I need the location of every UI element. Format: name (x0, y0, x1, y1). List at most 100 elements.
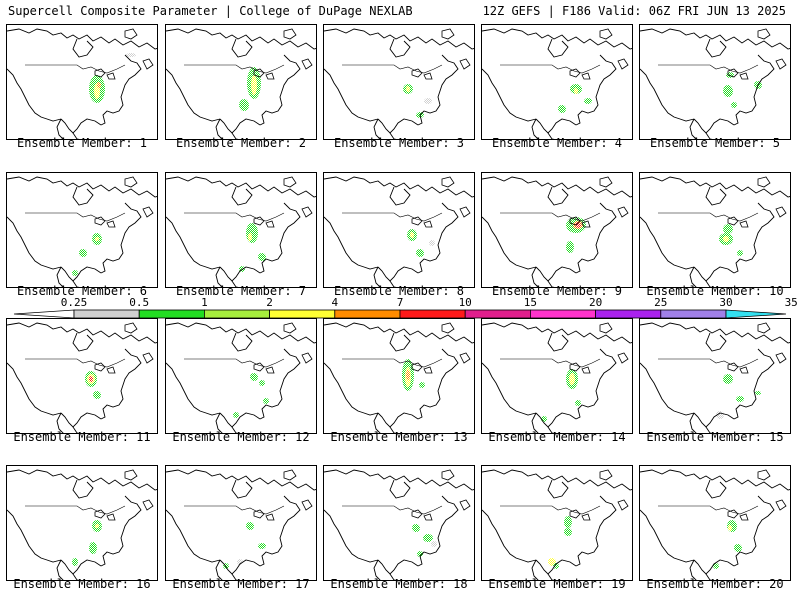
us-canada-border (25, 64, 126, 74)
coastline (535, 412, 577, 428)
scp-contour (93, 391, 101, 399)
coastline (693, 118, 735, 134)
coastline (705, 332, 727, 352)
coastline (60, 412, 102, 428)
coastline (231, 332, 253, 352)
us-canada-border (342, 358, 443, 368)
scp-contour (737, 250, 743, 256)
landmass-outline (301, 58, 313, 70)
ensemble-member-label: Ensemble Member: 13 (330, 430, 468, 444)
coastline (166, 176, 316, 198)
coastline (575, 54, 617, 126)
colorbar-tick-label: 1 (201, 296, 208, 309)
coastline (482, 509, 537, 563)
scp-contour (412, 524, 420, 532)
coastline (56, 559, 80, 580)
landmass-outline (775, 58, 787, 70)
scp-contour (97, 82, 101, 88)
landmass-outline (441, 28, 455, 40)
coastline (324, 68, 379, 122)
coastline (640, 176, 790, 198)
map-panel (6, 24, 158, 140)
scp-contour (263, 398, 269, 404)
coastline (733, 202, 775, 274)
coastline (417, 202, 459, 274)
scp-contour (727, 520, 737, 532)
us-canada-border (184, 505, 285, 515)
coastline (72, 186, 94, 206)
us-canada-border (184, 64, 285, 74)
scp-contour (424, 98, 432, 104)
coastline (575, 495, 617, 567)
map-panel (639, 24, 791, 140)
ensemble-member-label: Ensemble Member: 3 (333, 136, 465, 150)
scp-contour (246, 522, 254, 530)
ensemble-member-label: Ensemble Member: 18 (330, 577, 468, 591)
coastline (482, 216, 537, 270)
coastline (324, 322, 474, 344)
coastline (693, 266, 735, 282)
landmass-outline (775, 352, 787, 364)
colorbar-tick-label: 15 (524, 296, 537, 309)
coastline (7, 176, 157, 198)
coastline (689, 559, 713, 580)
north-america-map (166, 176, 316, 287)
coastline (693, 559, 735, 575)
coastline (373, 118, 397, 139)
coastline (640, 362, 695, 416)
coastline (417, 54, 459, 126)
landmass-outline (253, 68, 275, 80)
map-panel (165, 172, 317, 288)
coastline (377, 559, 419, 575)
landmass-outline (142, 499, 154, 511)
coastline (100, 54, 142, 126)
scp-contour (233, 412, 239, 418)
north-america-map (7, 28, 157, 139)
coastline (56, 266, 80, 287)
scp-contour (726, 72, 734, 78)
landmass-outline (411, 216, 433, 228)
coastline (389, 332, 411, 352)
coastline (259, 54, 301, 126)
colorbar-tick-label: 0.5 (129, 296, 149, 309)
us-canada-border (658, 64, 759, 74)
scp-contour (248, 233, 252, 241)
scp-contour (246, 223, 258, 243)
us-canada-border (184, 212, 285, 222)
coastline (60, 266, 102, 282)
map-panel (165, 318, 317, 434)
scp-contour (431, 541, 437, 547)
scp-contour (566, 241, 574, 253)
scp-contour (258, 543, 266, 549)
north-america-map (640, 469, 790, 580)
coastline (389, 186, 411, 206)
coastline (100, 202, 142, 274)
colorbar-tick-label: 10 (459, 296, 472, 309)
scp-contour (89, 542, 97, 554)
coastline (733, 348, 775, 420)
landmass-outline (94, 509, 116, 521)
scp-contour (723, 85, 733, 97)
landmass-outline (727, 362, 749, 374)
landmass-outline (569, 68, 591, 80)
landmass-outline (283, 469, 297, 481)
coastline (640, 28, 790, 50)
us-canada-border (658, 505, 759, 515)
scp-contour (95, 524, 99, 528)
scp-contour (716, 411, 724, 419)
coastline (219, 559, 261, 575)
ensemble-member-label: Ensemble Member: 20 (646, 577, 784, 591)
north-america-map (640, 176, 790, 287)
landmass-outline (459, 206, 471, 218)
landmass-outline (441, 322, 455, 334)
coastline (377, 266, 419, 282)
scp-contour (410, 232, 414, 238)
coastline (531, 118, 555, 139)
scp-contour (95, 237, 99, 241)
coastline (215, 559, 239, 580)
coastline (482, 68, 537, 122)
coastline (373, 559, 397, 580)
landmass-outline (301, 206, 313, 218)
landmass-outline (727, 68, 749, 80)
map-panel (481, 318, 633, 434)
